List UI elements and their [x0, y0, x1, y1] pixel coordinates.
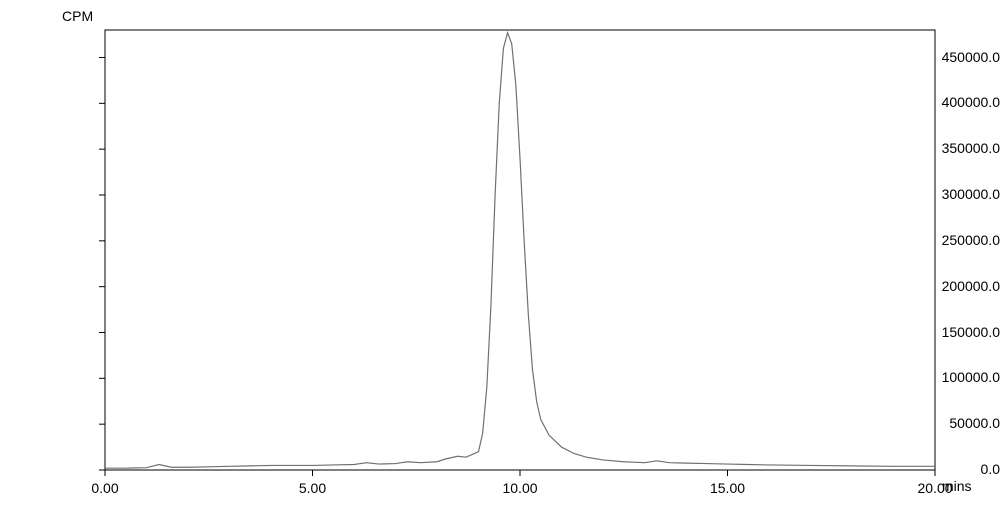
y-tick-label: 250000.0 [907, 232, 1000, 248]
chart-svg [0, 0, 1000, 518]
y-tick-label: 50000.0 [907, 415, 1000, 431]
y-tick-label: 200000.0 [907, 278, 1000, 294]
x-tick-label: 10.00 [502, 480, 537, 496]
x-tick-label: 5.00 [299, 480, 326, 496]
y-tick-label: 100000.0 [907, 369, 1000, 385]
y-tick-label: 300000.0 [907, 186, 1000, 202]
y-tick-label: 0.0 [907, 461, 1000, 477]
y-tick-label: 400000.0 [907, 94, 1000, 110]
chromatogram-chart: CPM mins 0.050000.0100000.0150000.020000… [0, 0, 1000, 518]
y-axis-label: CPM [62, 8, 93, 24]
y-tick-label: 450000.0 [907, 49, 1000, 65]
y-tick-label: 150000.0 [907, 324, 1000, 340]
x-tick-label: 20.00 [917, 480, 952, 496]
y-tick-label: 350000.0 [907, 140, 1000, 156]
x-tick-label: 0.00 [91, 480, 118, 496]
x-tick-label: 15.00 [710, 480, 745, 496]
